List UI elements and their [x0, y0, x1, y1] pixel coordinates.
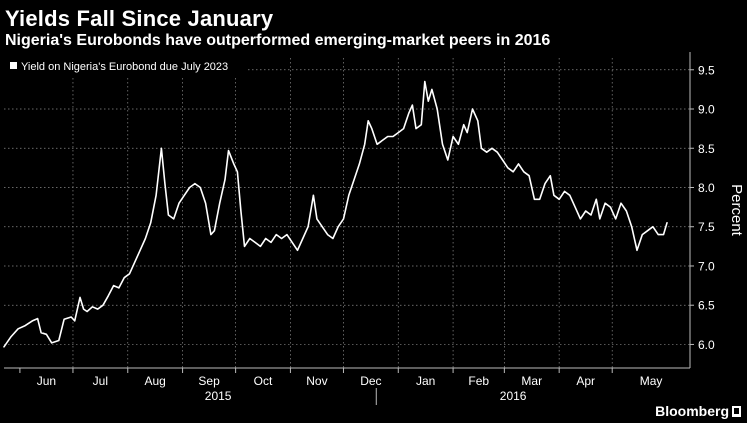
series-layer: [3, 80, 668, 348]
y-tick-label: 7.5: [698, 220, 715, 234]
legend: Yield on Nigeria's Eurobond due July 202…: [4, 55, 248, 78]
year-label: 2016: [500, 389, 527, 403]
y-tick-label: 7.0: [698, 259, 715, 273]
x-tick-label: Nov: [306, 374, 327, 388]
brand-label: Bloomberg: [655, 403, 729, 419]
x-tick-label: Sep: [198, 374, 220, 388]
series-line: [3, 80, 668, 348]
x-tick-label: Oct: [254, 374, 273, 388]
year-label: 2015: [205, 389, 232, 403]
bloomberg-logo: Bloomberg: [655, 403, 741, 419]
legend-box: [4, 55, 248, 78]
x-tick-label: May: [640, 374, 663, 388]
y-tick-label: 8.0: [698, 181, 715, 195]
bloomberg-icon: [732, 405, 741, 417]
legend-swatch: [10, 62, 17, 69]
x-tick-label: Feb: [468, 374, 489, 388]
y-tick-label: 6.5: [698, 299, 715, 313]
x-tick-label: Jan: [416, 374, 435, 388]
x-tick-label: Jun: [37, 374, 56, 388]
y-tick-label: 9.0: [698, 103, 715, 117]
legend-label: Yield on Nigeria's Eurobond due July 202…: [21, 61, 228, 73]
y-axis-label: Percent: [728, 184, 745, 237]
x-tick-label: Aug: [144, 374, 165, 388]
x-tick-label: Mar: [521, 374, 542, 388]
x-tick-label: Dec: [360, 374, 381, 388]
chart-subtitle: Nigeria's Eurobonds have outperformed em…: [5, 32, 551, 49]
chart-title: Yields Fall Since January: [5, 6, 274, 31]
x-tick-label: Apr: [576, 374, 595, 388]
axis-layer: 6.0 6.5 7.0 7.5 8.0 8.5 9.0 9.5 Jun Jul Aug Sep Oct N…: [4, 52, 745, 405]
y-tick-label: 9.5: [698, 63, 715, 77]
x-tick-label: Jul: [93, 374, 108, 388]
y-tick-label: 6.0: [698, 338, 715, 352]
y-tick-label: 8.5: [698, 142, 715, 156]
